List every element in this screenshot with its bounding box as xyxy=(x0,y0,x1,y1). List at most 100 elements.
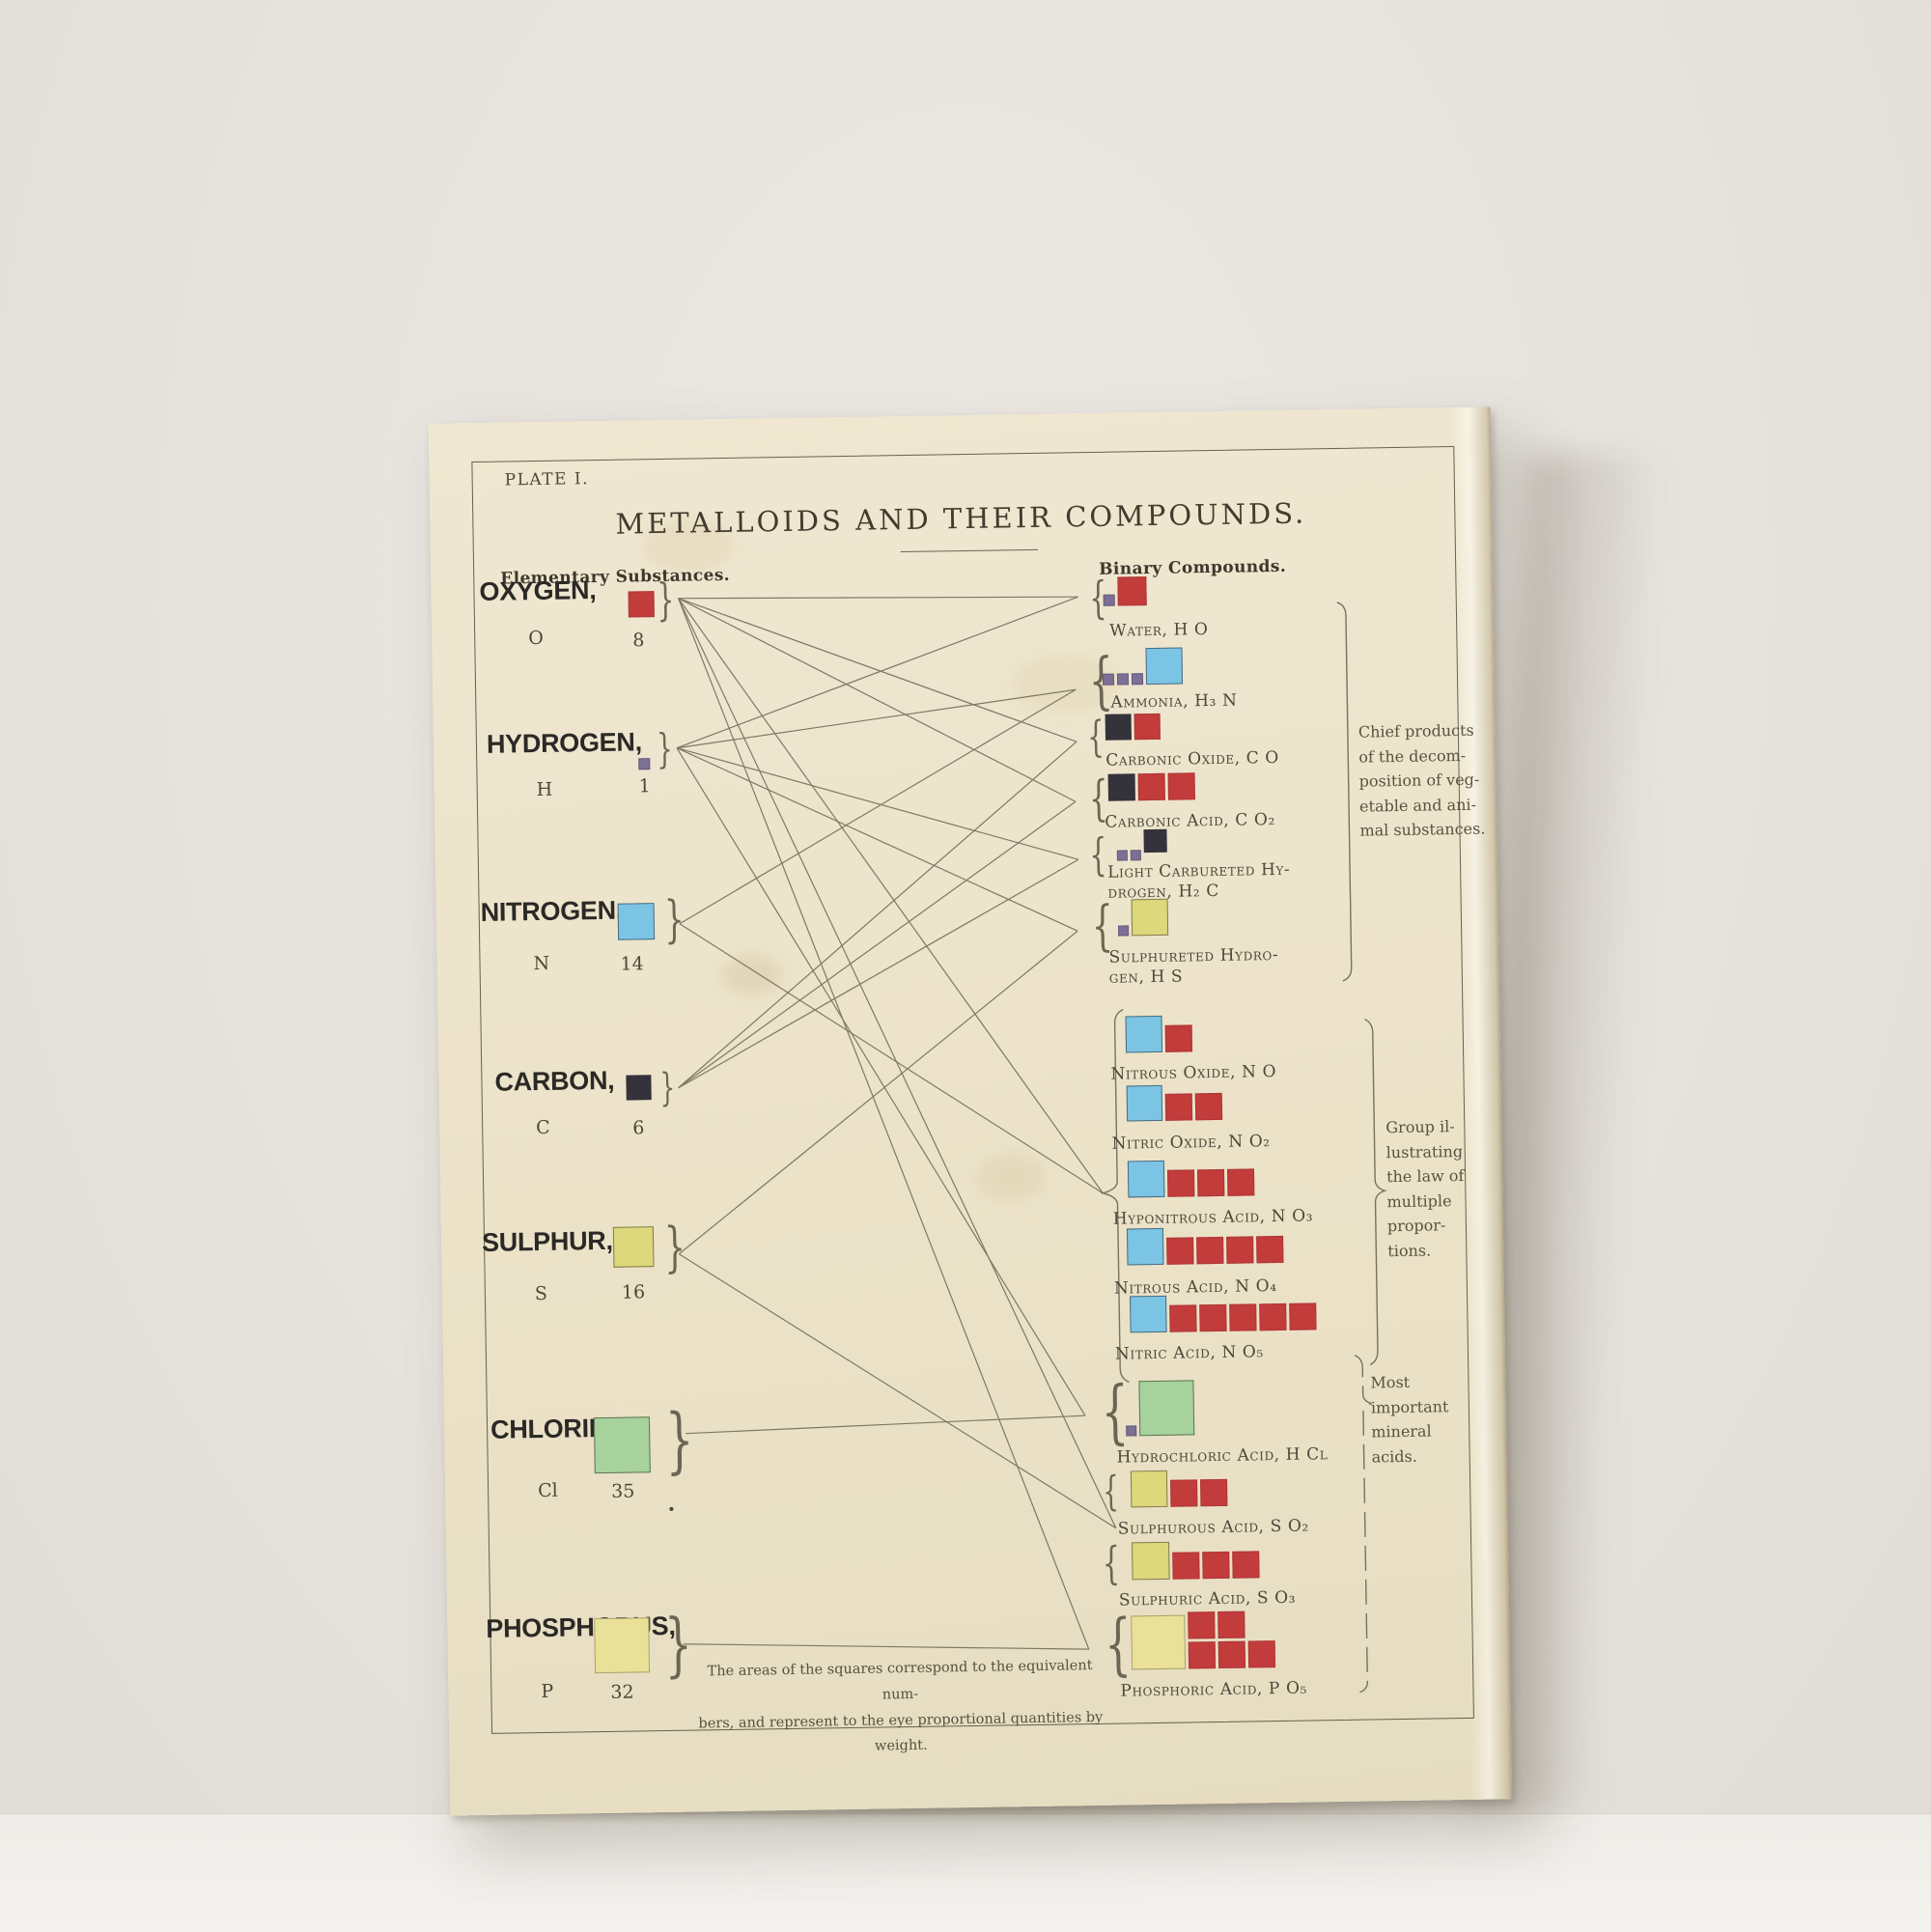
compound-squares xyxy=(1107,772,1195,801)
element-equivalent: 6 xyxy=(632,1117,645,1139)
oxygen-square xyxy=(1194,1092,1223,1121)
oxygen-square xyxy=(1164,1024,1193,1052)
sulphur-square xyxy=(1131,898,1169,937)
right-brace-icon xyxy=(664,895,685,945)
oxygen-square xyxy=(1196,1236,1224,1265)
element-name: CARBON, xyxy=(494,1065,615,1097)
oxygen-square xyxy=(1247,1640,1276,1668)
compound-squares xyxy=(1105,713,1161,741)
element-symbol: C xyxy=(536,1116,550,1139)
oxygen-square xyxy=(1188,1641,1217,1669)
left-brace-icon xyxy=(1103,1471,1119,1512)
element-equivalent: 32 xyxy=(610,1681,634,1703)
oxygen-square xyxy=(1167,772,1195,800)
nitrogen-square xyxy=(1126,1227,1164,1266)
compound-label: Sulphureted Hydro- gen, H S xyxy=(1108,944,1279,988)
compound-squares xyxy=(1131,1610,1276,1670)
hydrogen-square xyxy=(1131,673,1144,686)
oxygen-square xyxy=(1137,772,1165,801)
oxygen-square xyxy=(1166,1169,1195,1197)
compound-label: Phosphoric Acid, P O₅ xyxy=(1120,1678,1308,1701)
footnote: The areas of the squares correspond to t… xyxy=(689,1653,1112,1763)
oxygen-square xyxy=(1199,1303,1227,1332)
oxygen-square xyxy=(1170,1479,1198,1507)
compound-squares xyxy=(1116,828,1167,861)
oxygen-square xyxy=(1232,1551,1260,1579)
element-symbol: H xyxy=(536,778,553,801)
compound-label: Sulphuric Acid, S O₃ xyxy=(1118,1587,1297,1610)
hydrogen-square xyxy=(1116,673,1130,686)
sulphur-square xyxy=(1130,1470,1168,1508)
element-name: NITROGEN, xyxy=(480,895,624,927)
element-symbol: S xyxy=(534,1282,548,1305)
plate-border xyxy=(471,446,1474,1734)
oxygen-square xyxy=(1229,1303,1257,1331)
carbon-square xyxy=(1105,714,1132,741)
hydrogen-square xyxy=(1117,925,1130,937)
plate-number-label: PLATE I. xyxy=(504,469,590,490)
left-brace-icon xyxy=(1103,1541,1121,1585)
right-brace-icon xyxy=(657,577,675,622)
element-name: SULPHUR, xyxy=(481,1225,613,1257)
right-brace-icon xyxy=(665,1405,694,1476)
annotation-multiple-proportions: Group il- lustrating the law of multiple… xyxy=(1385,1117,1465,1261)
annotation-mineral-acids: Most important mineral acids. xyxy=(1370,1372,1449,1467)
right-brace-icon xyxy=(664,1221,686,1275)
oxygen-square xyxy=(1133,713,1161,741)
carbon-square xyxy=(1143,828,1167,854)
chlorine-square xyxy=(1138,1380,1195,1437)
footnote-line2: bers, and represent to the eye proportio… xyxy=(698,1709,1104,1755)
compound-squares xyxy=(1125,1015,1193,1053)
right-brace-icon xyxy=(664,1610,693,1679)
hydrogen-square xyxy=(1103,594,1115,606)
compound-squares xyxy=(1132,1540,1260,1581)
nitrogen-square xyxy=(1125,1015,1163,1053)
oxygen-square xyxy=(1217,1610,1245,1639)
nitrogen-square xyxy=(617,903,656,940)
left-brace-icon xyxy=(1087,716,1105,759)
compound-label: Nitric Oxide, N O₂ xyxy=(1111,1132,1271,1154)
phosphorus-square xyxy=(594,1617,651,1674)
sulphur-square xyxy=(612,1226,655,1268)
left-brace-icon xyxy=(1091,900,1113,954)
phosphorus-square xyxy=(1131,1614,1187,1670)
compound-label: Carbonic Oxide, C O xyxy=(1105,747,1280,770)
right-brace-icon xyxy=(659,1069,675,1107)
right-brace-icon xyxy=(657,729,673,770)
compound-squares xyxy=(1126,1084,1223,1122)
compound-squares xyxy=(1127,1159,1255,1198)
element-symbol: O xyxy=(528,627,544,650)
compound-label: Nitric Acid, N O₅ xyxy=(1114,1342,1264,1364)
compound-label: Ammonia, H₃ N xyxy=(1110,690,1238,713)
annotation-chief-products: Chief products of the decom- position of… xyxy=(1357,720,1486,841)
hydrogen-square xyxy=(638,758,651,770)
compound-squares xyxy=(1117,898,1169,937)
hydrogen-square xyxy=(1116,850,1128,861)
compound-squares xyxy=(1103,576,1147,606)
element-equivalent: 1 xyxy=(638,775,651,798)
compound-label: Nitrous Oxide, N O xyxy=(1110,1062,1277,1084)
oxygen-square xyxy=(1226,1236,1254,1264)
oxygen-square xyxy=(1169,1304,1197,1332)
nitrogen-square xyxy=(1126,1084,1163,1122)
hydrogen-square xyxy=(1126,1425,1137,1437)
floor-surface xyxy=(0,1813,1931,1932)
element-symbol: P xyxy=(541,1680,554,1703)
oxygen-square xyxy=(1289,1302,1317,1330)
element-name: OXYGEN, xyxy=(479,575,597,606)
hydrogen-square xyxy=(1130,850,1141,861)
oxygen-square xyxy=(1188,1611,1216,1639)
chart-paper-sheet: PLATE I. METALLOIDS AND THEIR COMPOUNDS.… xyxy=(428,406,1513,1816)
compound-squares xyxy=(1130,1470,1228,1508)
compound-label: Hydrochloric Acid, H Cl xyxy=(1116,1444,1329,1468)
nitrogen-square xyxy=(1130,1295,1167,1333)
oxygen-square xyxy=(1164,1093,1193,1121)
compound-squares xyxy=(1125,1380,1195,1437)
left-brace-icon xyxy=(1089,832,1107,877)
element-name: HYDROGEN, xyxy=(486,727,643,759)
oxygen-square xyxy=(1196,1168,1225,1197)
compound-squares xyxy=(1102,647,1184,686)
oxygen-square xyxy=(628,591,655,618)
nitrogen-square xyxy=(1127,1160,1165,1198)
oxygen-square xyxy=(1166,1237,1194,1265)
